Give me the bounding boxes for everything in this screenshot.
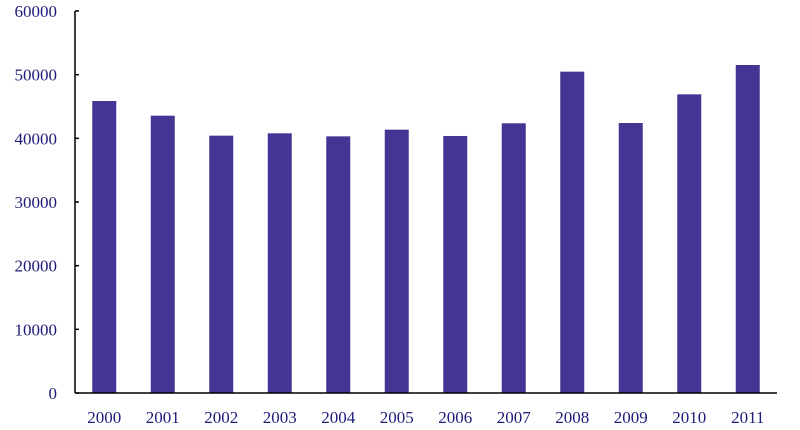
y-tick-label: 10000 xyxy=(15,320,58,339)
bar-2004 xyxy=(326,136,351,393)
x-tick-label: 2000 xyxy=(87,408,121,427)
bar-2006 xyxy=(443,135,468,393)
x-tick-label: 2004 xyxy=(321,408,356,427)
y-tick-label: 20000 xyxy=(15,257,58,276)
bar-2009 xyxy=(618,122,643,393)
x-tick-label: 2008 xyxy=(555,408,589,427)
x-tick-label: 2010 xyxy=(672,408,706,427)
bar-2003 xyxy=(267,133,292,394)
bar-2002 xyxy=(209,135,234,393)
x-tick-label: 2006 xyxy=(438,408,472,427)
x-tick-label: 2009 xyxy=(614,408,648,427)
x-tick-label: 2003 xyxy=(263,408,297,427)
bar-2007 xyxy=(501,123,526,394)
y-tick-label: 30000 xyxy=(15,193,58,212)
y-tick-label: 60000 xyxy=(15,2,58,21)
y-tick-label: 40000 xyxy=(15,129,58,148)
x-tick-label: 2001 xyxy=(146,408,180,427)
bar-2011 xyxy=(735,64,760,394)
y-tick-label: 0 xyxy=(49,384,58,403)
bar-2008 xyxy=(560,71,585,394)
bar-2001 xyxy=(150,115,175,393)
bar-2000 xyxy=(92,101,117,394)
x-tick-label: 2011 xyxy=(731,408,764,427)
x-tick-label: 2002 xyxy=(204,408,238,427)
x-tick-label: 2005 xyxy=(380,408,414,427)
x-tick-label: 2007 xyxy=(497,408,532,427)
bar-2010 xyxy=(677,94,702,394)
bar-2005 xyxy=(384,129,409,393)
y-tick-label: 50000 xyxy=(15,66,58,85)
